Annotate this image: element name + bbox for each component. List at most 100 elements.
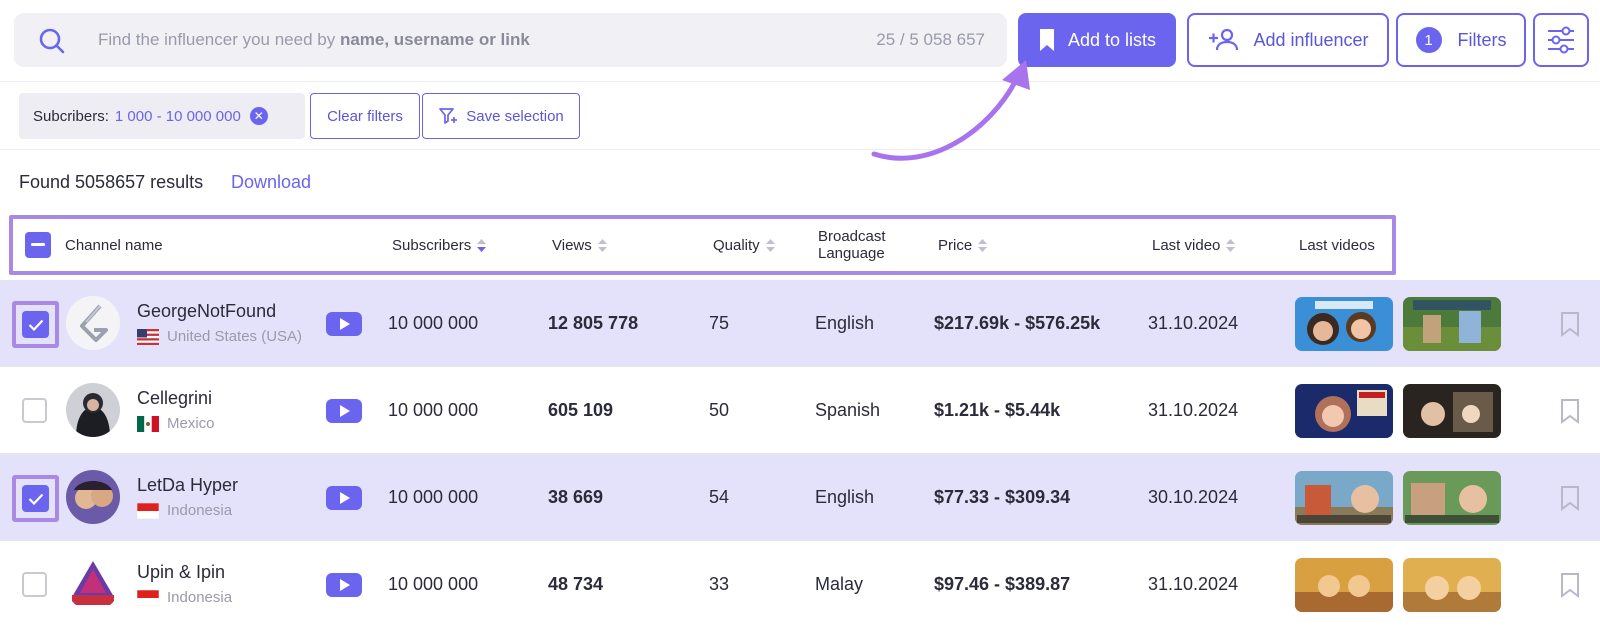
row-checkbox-checked[interactable] [22,311,49,338]
subscribers-value: 10 000 000 [388,400,479,420]
channel-country: United States (USA) [137,328,302,345]
channel-country: Mexico [137,415,215,432]
subscribers-value: 10 000 000 [388,487,479,507]
channel-name[interactable]: GeorgeNotFound [137,301,277,321]
youtube-icon[interactable] [326,573,362,597]
quality-value: 33 [709,574,730,594]
price-value: $97.46 - $389.87 [934,574,1071,594]
bookmark-icon [1038,28,1056,52]
youtube-icon[interactable] [326,399,362,423]
add-to-lists-button[interactable]: Add to lists [1018,13,1176,67]
last-video-date: 30.10.2024 [1148,487,1239,507]
column-settings-button[interactable] [1533,13,1589,67]
select-all-checkbox[interactable] [25,232,51,258]
avatar [66,383,120,437]
quality-value: 50 [709,400,730,420]
header-quality[interactable]: Quality [713,219,775,271]
sort-icon [1226,238,1236,252]
header-last-video[interactable]: Last video [1152,219,1236,271]
price-value: $217.69k - $576.25k [934,313,1101,333]
us-flag-icon [137,328,159,345]
check-icon [28,319,43,331]
sort-icon [477,238,487,252]
row-checkbox[interactable] [22,572,47,597]
search-icon [39,28,65,54]
bookmark-icon[interactable] [1560,485,1580,511]
youtube-icon[interactable] [326,312,362,336]
video-thumbnail[interactable] [1295,558,1393,612]
price-value: $1.21k - $5.44k [934,400,1061,420]
channel-country: Indonesia [137,589,232,606]
search-input[interactable]: Find the influencer you need by name, us… [14,13,1007,67]
header-broadcast-language: Broadcast Language [818,228,886,262]
quality-value: 75 [709,313,730,333]
language-value: English [815,487,875,507]
clear-filters-button[interactable]: Clear filters [310,93,420,139]
header-views[interactable]: Views [552,219,607,271]
views-value: 38 669 [548,487,604,507]
video-thumbnail[interactable] [1403,384,1501,438]
search-placeholder: Find the influencer you need by name, us… [98,30,530,49]
quality-value: 54 [709,487,730,507]
video-thumbnail[interactable] [1403,297,1501,351]
row-checkbox-highlight [12,301,59,348]
last-video-date: 31.10.2024 [1148,313,1239,333]
save-selection-button[interactable]: Save selection [422,93,580,139]
header-last-videos: Last videos [1299,236,1375,254]
row-checkbox-highlight [12,475,59,522]
mexico-flag-icon [137,415,159,432]
filter-plus-icon [438,106,458,126]
views-value: 48 734 [548,574,604,594]
active-filters-bar: Subcribers: 1 000 - 10 000 000 ✕ Clear f… [0,82,1600,150]
video-thumbnail[interactable] [1403,471,1501,525]
results-count: Found 5058657 results [19,172,204,192]
table-row[interactable]: LetDa Hyper Indonesia 10 000 000 38 669 … [0,454,1600,541]
bookmark-icon[interactable] [1560,572,1580,598]
channel-name[interactable]: LetDa Hyper [137,475,239,495]
price-value: $77.33 - $309.34 [934,487,1071,507]
filters-button[interactable]: 1 Filters [1396,13,1526,67]
add-influencer-button[interactable]: Add influencer [1187,13,1389,67]
video-thumbnail[interactable] [1295,297,1393,351]
views-value: 12 805 778 [548,313,639,333]
bookmark-icon[interactable] [1560,398,1580,424]
row-checkbox-checked[interactable] [22,485,49,512]
table-header: Channel name Subscribers Views Quality B… [9,215,1396,275]
channel-name[interactable]: Cellegrini [137,388,213,408]
views-value: 605 109 [548,400,614,420]
search-result-count: 25 / 5 058 657 [876,30,985,49]
header-subscribers[interactable]: Subscribers [392,219,487,271]
check-icon [28,493,43,505]
header-price[interactable]: Price [938,219,988,271]
row-checkbox[interactable] [22,398,47,423]
last-video-date: 31.10.2024 [1148,400,1239,420]
video-thumbnail[interactable] [1295,384,1393,438]
avatar [66,470,120,524]
download-link[interactable]: Download [231,172,312,192]
channel-country: Indonesia [137,502,232,519]
language-value: Malay [815,574,864,594]
sort-icon [765,238,775,252]
add-user-icon [1207,28,1241,52]
bookmark-icon[interactable] [1560,311,1580,337]
close-icon[interactable]: ✕ [249,107,268,125]
avatar [66,557,120,611]
channel-name[interactable]: Upin & Ipin [137,562,226,582]
filters-count-badge: 1 [1415,27,1442,53]
sort-icon [978,238,988,252]
language-value: English [815,313,875,333]
last-video-date: 31.10.2024 [1148,574,1239,594]
avatar [66,296,120,350]
video-thumbnail[interactable] [1403,558,1501,612]
youtube-icon[interactable] [326,486,362,510]
table-row[interactable]: GeorgeNotFound United States (USA) 10 00… [0,280,1600,367]
subscribers-filter-chip[interactable]: Subcribers: 1 000 - 10 000 000 ✕ [19,93,305,139]
subscribers-value: 10 000 000 [388,574,479,594]
header-channel-name: Channel name [65,236,163,254]
table-row[interactable]: Cellegrini Mexico 10 000 000 605 109 50 … [0,367,1600,454]
video-thumbnail[interactable] [1295,471,1393,525]
indonesia-flag-icon [137,589,159,606]
sort-icon [597,238,607,252]
table-row[interactable]: Upin & Ipin Indonesia 10 000 000 48 734 … [0,541,1600,627]
top-bar: Find the influencer you need by name, us… [0,0,1600,82]
